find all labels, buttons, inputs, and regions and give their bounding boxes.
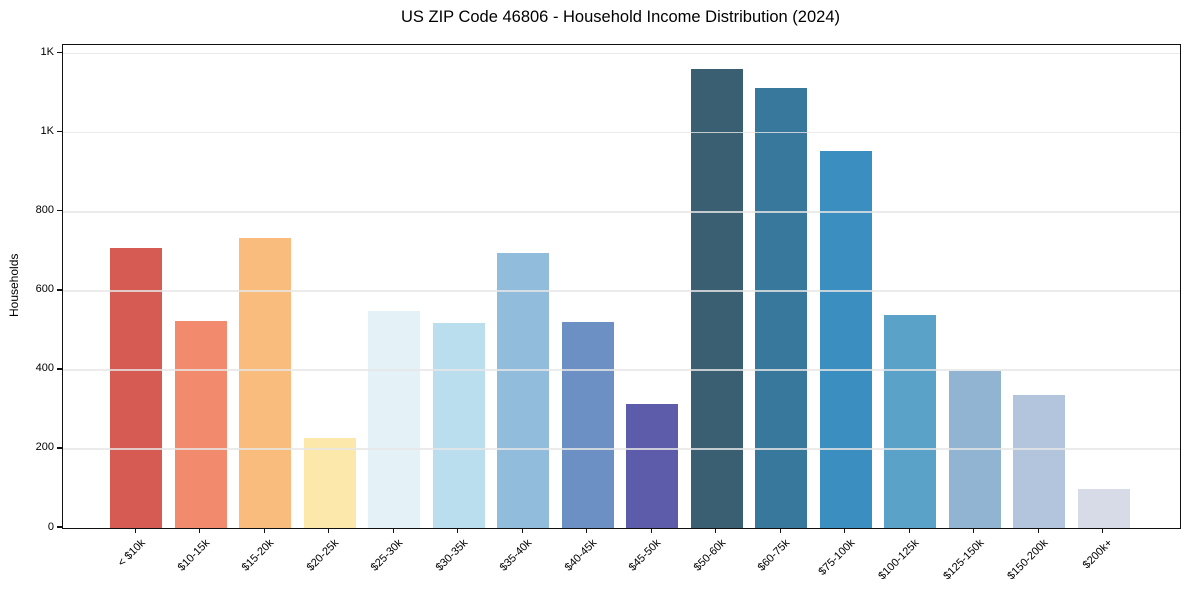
gridline [63, 448, 1180, 450]
gridline [63, 132, 1180, 134]
x-tick-mark [908, 528, 910, 534]
x-tick-label: $40-45k [562, 537, 600, 574]
bar [561, 322, 614, 528]
bar [368, 310, 421, 528]
x-tick-label: $10-15k [175, 537, 213, 574]
x-tick-mark [392, 528, 394, 534]
gridline [63, 53, 1180, 55]
bar [1013, 395, 1066, 528]
x-tick-mark [844, 528, 846, 534]
bars-layer [63, 45, 1180, 528]
bar [755, 88, 808, 528]
y-tick-label: 400 [35, 362, 54, 375]
x-tick-label: $30-35k [433, 537, 471, 574]
x-tick-label: $20-25k [304, 537, 342, 574]
gridline [63, 211, 1180, 213]
x-tick-label: $75-100k [816, 537, 858, 578]
y-tick-mark [57, 289, 62, 291]
x-tick-mark [1102, 528, 1104, 534]
x-tick-label: $60-75k [756, 537, 793, 574]
x-tick-label: $35-40k [498, 537, 535, 574]
x-tick-mark [973, 528, 975, 534]
bar [303, 437, 356, 528]
y-tick-label: 200 [35, 441, 54, 454]
bar [884, 314, 937, 528]
grid-layer [63, 45, 1180, 528]
x-tick-label: $125-150k [940, 537, 987, 583]
x-tick-label: < $10k [115, 537, 148, 570]
bar [497, 252, 550, 528]
x-tick-label: $150-200k [1005, 537, 1051, 583]
bar [626, 403, 679, 528]
bar [948, 371, 1001, 528]
bar [819, 150, 872, 528]
y-tick-mark [57, 368, 62, 370]
bar [110, 248, 163, 528]
x-tick-mark [1037, 528, 1039, 534]
bar [432, 323, 485, 528]
bar [690, 68, 743, 528]
x-tick-mark [199, 528, 201, 534]
x-tick-label: $50-60k [691, 537, 729, 574]
x-tick-mark [134, 528, 136, 534]
x-tick-mark [328, 528, 330, 534]
x-tick-label: $45-50k [627, 537, 664, 574]
x-tick-mark [263, 528, 265, 534]
gridline [63, 290, 1180, 292]
plot-area [62, 44, 1181, 529]
x-tick-mark [457, 528, 459, 534]
gridline [63, 369, 1180, 371]
y-tick-mark [57, 526, 62, 528]
x-tick-mark [779, 528, 781, 534]
y-tick-label: 0 [47, 520, 54, 533]
x-tick-label: $200k+ [1081, 537, 1116, 572]
y-tick-label: 1K [40, 46, 54, 59]
x-tick-mark [521, 528, 523, 534]
bar [239, 237, 292, 528]
x-tick-label: $25-30k [369, 537, 406, 574]
chart-title: US ZIP Code 46806 - Household Income Dis… [400, 8, 840, 26]
x-tick-label: $100-125k [876, 537, 922, 583]
y-tick-label: 1K [40, 125, 54, 138]
x-tick-mark [650, 528, 652, 534]
x-tick-mark [586, 528, 588, 534]
y-tick-label: 800 [35, 204, 54, 217]
x-tick-label: $15-20k [240, 537, 277, 574]
x-tick-mark [715, 528, 717, 534]
y-tick-label: 600 [35, 283, 54, 296]
bar [1077, 489, 1130, 528]
y-tick-mark [57, 210, 62, 212]
y-tick-mark [57, 131, 62, 133]
bar [174, 320, 227, 528]
y-tick-mark [57, 447, 62, 449]
y-tick-mark [57, 51, 62, 54]
